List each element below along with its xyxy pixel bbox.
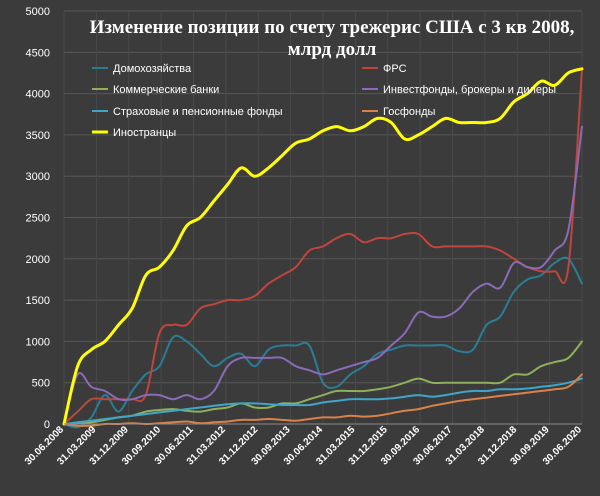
y-tick-label: 4000: [26, 89, 50, 101]
legend-label: ФРС: [383, 63, 407, 75]
legend: Домохозяйства ФРС Коммерческие банки Инвест…: [92, 63, 556, 139]
y-tick-label: 2500: [26, 213, 50, 225]
legend-label: Инвестфонды, брокеры и дилеры: [383, 84, 556, 96]
y-tick-label: 500: [32, 378, 50, 390]
series-line-4: [63, 377, 583, 425]
y-tick-label: 3500: [26, 130, 50, 142]
y-tick-label: 2000: [26, 254, 50, 266]
y-axis: 0 500 1000 1500 2000 2500 3000 3500 4000 4500 5000: [26, 6, 50, 431]
series-lines: [62, 67, 584, 429]
legend-label: Госфонды: [383, 106, 435, 118]
gridlines: [63, 10, 583, 425]
legend-label: Иностранцы: [113, 127, 176, 139]
y-tick-label: 5000: [26, 6, 50, 18]
legend-label: Страховые и пенсионные фонды: [113, 106, 283, 118]
y-tick-label: 1000: [26, 336, 50, 348]
series-line-6: [62, 67, 584, 426]
y-tick-label: 1500: [26, 295, 50, 307]
series-line-3: [63, 125, 583, 425]
y-tick-label: 0: [44, 419, 50, 431]
series-line-2: [63, 340, 583, 425]
legend-label: Коммерческие банки: [113, 84, 219, 96]
y-tick-label: 3000: [26, 171, 50, 183]
y-tick-label: 4500: [26, 47, 50, 59]
chart-title-line-2: млрд долл: [288, 39, 377, 60]
series-line-1: [63, 67, 583, 425]
chart-title-line-1: Изменение позиции по счету трежерис США …: [90, 17, 575, 38]
series-line-0: [63, 256, 583, 429]
legend-label: Домохозяйства: [113, 63, 192, 75]
x-axis: 30.06.200831.03.200931.12.200930.09.2010…: [23, 423, 584, 468]
